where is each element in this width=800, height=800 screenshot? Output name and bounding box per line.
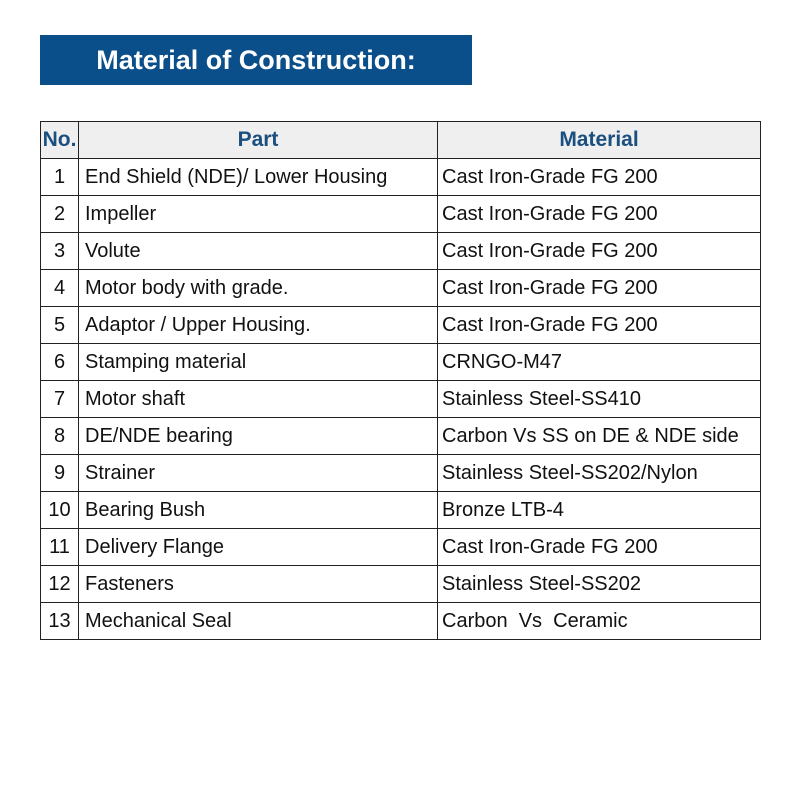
cell-no: 9	[40, 454, 79, 492]
cell-material: Cast Iron-Grade FG 200	[437, 232, 761, 270]
cell-material: Stainless Steel-SS410	[437, 380, 761, 418]
cell-material: Cast Iron-Grade FG 200	[437, 158, 761, 196]
cell-material: Cast Iron-Grade FG 200	[437, 195, 761, 233]
cell-no: 1	[40, 158, 79, 196]
cell-part: DE/NDE bearing	[78, 417, 438, 455]
cell-no: 6	[40, 343, 79, 381]
cell-part: Fasteners	[78, 565, 438, 603]
cell-material: Carbon Vs Ceramic	[437, 602, 761, 640]
header-no: No.	[40, 121, 79, 159]
table-row: 7 Motor shaft Stainless Steel-SS410	[40, 380, 761, 418]
cell-no: 4	[40, 269, 79, 307]
cell-part: Mechanical Seal	[78, 602, 438, 640]
cell-part: Impeller	[78, 195, 438, 233]
cell-part: Delivery Flange	[78, 528, 438, 566]
cell-no: 2	[40, 195, 79, 233]
cell-part: Motor shaft	[78, 380, 438, 418]
header-material: Material	[437, 121, 761, 159]
cell-no: 11	[40, 528, 79, 566]
header-part: Part	[78, 121, 438, 159]
cell-no: 8	[40, 417, 79, 455]
cell-no: 3	[40, 232, 79, 270]
cell-part: Adaptor / Upper Housing.	[78, 306, 438, 344]
cell-material: Cast Iron-Grade FG 200	[437, 269, 761, 307]
table-row: 1 End Shield (NDE)/ Lower Housing Cast Iro…	[40, 158, 761, 196]
cell-no: 10	[40, 491, 79, 529]
cell-part: Bearing Bush	[78, 491, 438, 529]
cell-material: Cast Iron-Grade FG 200	[437, 528, 761, 566]
cell-material: Stainless Steel-SS202	[437, 565, 761, 603]
table-row: 6 Stamping material CRNGO-M47	[40, 343, 761, 381]
cell-material: CRNGO-M47	[437, 343, 761, 381]
cell-material: Bronze LTB-4	[437, 491, 761, 529]
table-row: 13 Mechanical Seal Carbon Vs Ceramic	[40, 602, 761, 640]
cell-material: Stainless Steel-SS202/Nylon	[437, 454, 761, 492]
table-row: 9 Strainer Stainless Steel-SS202/Nylon	[40, 454, 761, 492]
cell-material: Cast Iron-Grade FG 200	[437, 306, 761, 344]
table-row: 4 Motor body with grade. Cast Iron-Grade F…	[40, 269, 761, 307]
cell-part: Motor body with grade.	[78, 269, 438, 307]
section-title: Material of Construction:	[96, 44, 416, 75]
cell-part: End Shield (NDE)/ Lower Housing	[78, 158, 438, 196]
table-row: 12 Fasteners Stainless Steel-SS202	[40, 565, 761, 603]
cell-material: Carbon Vs SS on DE & NDE side	[437, 417, 761, 455]
section-title-banner: Material of Construction:	[40, 35, 472, 85]
cell-part: Stamping material	[78, 343, 438, 381]
cell-no: 13	[40, 602, 79, 640]
table-row: 5 Adaptor / Upper Housing. Cast Iron-Grade…	[40, 306, 761, 344]
table-row: 3 Volute Cast Iron-Grade FG 200	[40, 232, 761, 270]
cell-no: 5	[40, 306, 79, 344]
cell-no: 12	[40, 565, 79, 603]
table-row: 11 Delivery Flange Cast Iron-Grade FG 200	[40, 528, 761, 566]
table-row: 10 Bearing Bush Bronze LTB-4	[40, 491, 761, 529]
table-header-row: No. Part Material	[40, 121, 761, 159]
table-row: 2 Impeller Cast Iron-Grade FG 200	[40, 195, 761, 233]
table-row: 8 DE/NDE bearing Carbon Vs SS on DE & NDE …	[40, 417, 761, 455]
materials-table: No. Part Material 1 End Shield (NDE)/ Low…	[40, 121, 761, 640]
cell-no: 7	[40, 380, 79, 418]
cell-part: Volute	[78, 232, 438, 270]
cell-part: Strainer	[78, 454, 438, 492]
